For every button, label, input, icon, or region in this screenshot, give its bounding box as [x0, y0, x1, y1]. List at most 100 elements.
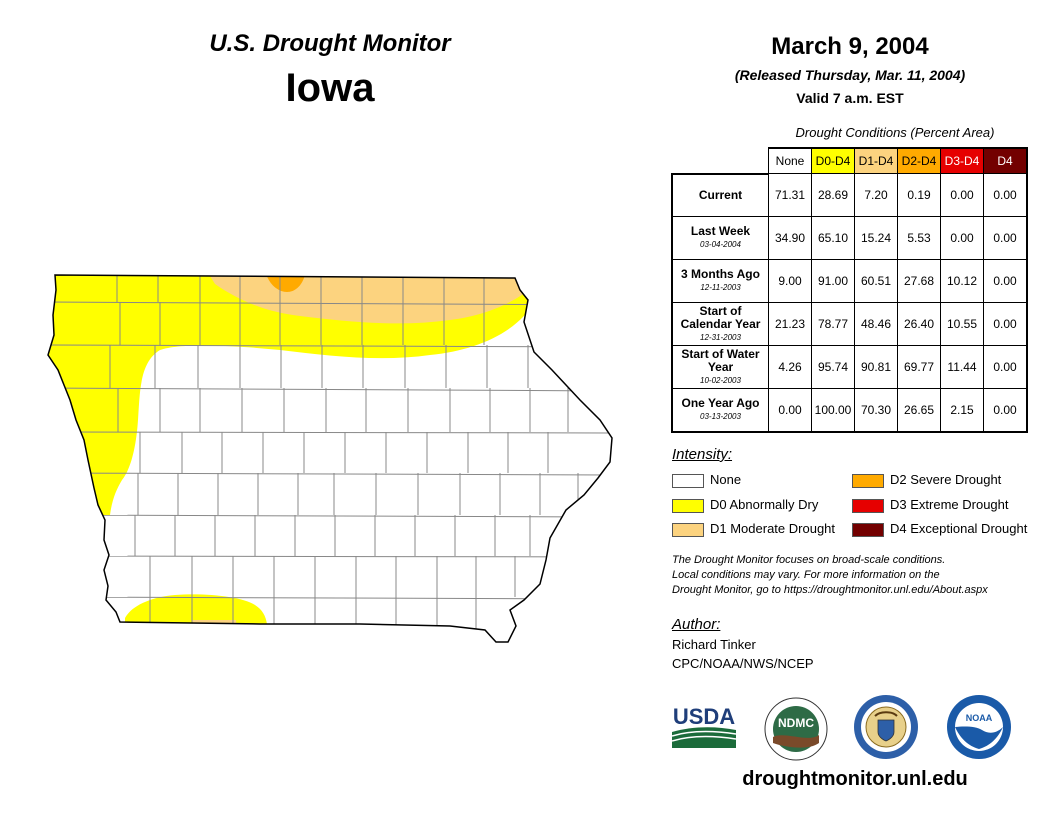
legend-item-d0: D0 Abnormally Dry [672, 496, 818, 513]
table-row-start-of-calendar-year: Start of Calendar Year 12-31-2003 21.23 7… [671, 302, 1028, 346]
table-cell: 21.23 [768, 302, 812, 346]
table-cell: 0.00 [940, 173, 984, 217]
table-cell: 26.40 [897, 302, 941, 346]
legend-label: D3 Extreme Drought [890, 497, 1009, 512]
table-cell: 9.00 [768, 259, 812, 303]
map-date: March 9, 2004 [771, 33, 929, 60]
state-title: Iowa [285, 66, 375, 110]
row-label-text: One Year Ago [681, 395, 760, 410]
table-cell: 100.00 [811, 388, 855, 433]
table-cell: 90.81 [854, 345, 898, 389]
usda-logo-text: USDA [673, 704, 735, 729]
product-title: U.S. Drought Monitor [209, 30, 451, 57]
column-header-d4: D4 [983, 147, 1028, 174]
note-line: Drought Monitor, go to https://droughtmo… [672, 584, 988, 596]
note-line: The Drought Monitor focuses on broad-sca… [672, 554, 946, 566]
table-cell: 4.26 [768, 345, 812, 389]
valid-time: Valid 7 a.m. EST [796, 90, 904, 106]
table-cell: 28.69 [811, 173, 855, 217]
legend-swatch [672, 522, 704, 537]
row-label-text: Start of Water Year [681, 346, 760, 374]
release-date: (Released Thursday, Mar. 11, 2004) [734, 67, 966, 83]
iowa-drought-map [47, 274, 613, 643]
row-label: One Year Ago 03-13-2003 [671, 388, 769, 433]
row-label-text: Last Week [690, 224, 751, 238]
table-cell: 2.15 [940, 388, 984, 433]
table-cell: 60.51 [854, 259, 898, 303]
table-corner [672, 148, 769, 175]
table-cell: 5.53 [897, 216, 941, 260]
table-cell: 91.00 [811, 259, 855, 303]
row-date: 12-11-2003 [700, 283, 741, 292]
legend-swatch [852, 522, 884, 537]
noaa-logo: NOAA [947, 695, 1011, 759]
table-cell: 78.77 [811, 302, 855, 346]
author-org: CPC/NOAA/NWS/NCEP [672, 656, 814, 671]
column-header-none: None [768, 147, 812, 174]
ndmc-logo-text: NDMC [778, 716, 814, 730]
column-header-d2-d4: D2-D4 [897, 147, 941, 174]
usda-logo: USDA [672, 704, 736, 748]
row-date: 10-02-2003 [700, 375, 741, 385]
legend-label: D0 Abnormally Dry [710, 497, 819, 512]
table-header-row: None D0-D4 D1-D4 D2-D4 D3-D4 D4 [672, 147, 1028, 175]
drought-conditions-table: None D0-D4 D1-D4 D2-D4 D3-D4 D4 Current … [671, 147, 1028, 433]
legend-item-d2: D2 Severe Drought [852, 471, 1001, 488]
table-row-3-months-ago: 3 Months Ago 12-11-2003 9.00 91.00 60.51 … [671, 259, 1028, 303]
legend-swatch [672, 498, 704, 513]
table-cell: 95.74 [811, 345, 855, 389]
legend-label: D1 Moderate Drought [710, 521, 836, 536]
column-header-d1-d4: D1-D4 [854, 147, 898, 174]
legend-item-d3: D3 Extreme Drought [852, 496, 1009, 513]
table-cell: 0.19 [897, 173, 941, 217]
state-border [47, 274, 613, 643]
row-label-text: Start of Calendar Year [680, 303, 761, 331]
table-cell: 26.65 [897, 388, 941, 433]
table-cell: 0.00 [940, 216, 984, 260]
table-cell: 15.24 [854, 216, 898, 260]
table-cell: 70.30 [854, 388, 898, 433]
d0-abnormally-dry-area [48, 275, 535, 515]
row-label: Start of Calendar Year 12-31-2003 [671, 302, 769, 346]
table-cell: 65.10 [811, 216, 855, 260]
commerce-seal-logo [854, 695, 918, 759]
legend-title: Intensity: [672, 446, 733, 463]
row-label: Start of Water Year 10-02-2003 [671, 345, 769, 389]
table-cell: 0.00 [983, 173, 1028, 217]
table-cell: 0.00 [983, 345, 1028, 389]
column-header-d3-d4: D3-D4 [940, 147, 984, 174]
column-header-d0-d4: D0-D4 [811, 147, 855, 174]
row-label: Last Week 03-04-2004 [671, 216, 769, 260]
website-url[interactable]: droughtmonitor.unl.edu [742, 768, 968, 790]
row-label-text: Current [698, 187, 743, 202]
row-label-text: 3 Months Ago [681, 267, 760, 281]
legend-item-d1: D1 Moderate Drought [672, 520, 835, 537]
author-label: Author: [672, 616, 721, 633]
table-row-current: Current 71.31 28.69 7.20 0.19 0.00 0.00 [671, 173, 1028, 217]
table-cell: 10.12 [940, 259, 984, 303]
table-cell: 0.00 [983, 259, 1028, 303]
legend-label: D2 Severe Drought [890, 472, 1002, 487]
legend-label: None [710, 472, 742, 487]
table-cell: 0.00 [983, 216, 1028, 260]
table-row-one-year-ago: One Year Ago 03-13-2003 0.00 100.00 70.30… [671, 388, 1028, 433]
legend-swatch [852, 473, 884, 488]
row-date: 12-31-2003 [700, 332, 741, 342]
table-row-start-of-water-year: Start of Water Year 10-02-2003 4.26 95.74… [671, 345, 1028, 389]
table-caption: Drought Conditions (Percent Area) [795, 125, 995, 140]
noaa-logo-text: NOAA [966, 713, 993, 723]
table-cell: 71.31 [768, 173, 812, 217]
disclaimer-note: The Drought Monitor focuses on broad-sca… [672, 553, 1052, 598]
county-lines [48, 276, 612, 640]
table-cell: 34.90 [768, 216, 812, 260]
table-row-last-week: Last Week 03-04-2004 34.90 65.10 15.24 5.… [671, 216, 1028, 260]
table-cell: 27.68 [897, 259, 941, 303]
note-line: Local conditions may vary. For more info… [672, 569, 940, 581]
row-label: 3 Months Ago 12-11-2003 [671, 259, 769, 303]
table-cell: 7.20 [854, 173, 898, 217]
legend-item-none: None [672, 471, 741, 488]
row-date: 03-13-2003 [700, 411, 741, 421]
table-cell: 48.46 [854, 302, 898, 346]
table-cell: 10.55 [940, 302, 984, 346]
legend-item-d4: D4 Exceptional Drought [852, 520, 1027, 537]
